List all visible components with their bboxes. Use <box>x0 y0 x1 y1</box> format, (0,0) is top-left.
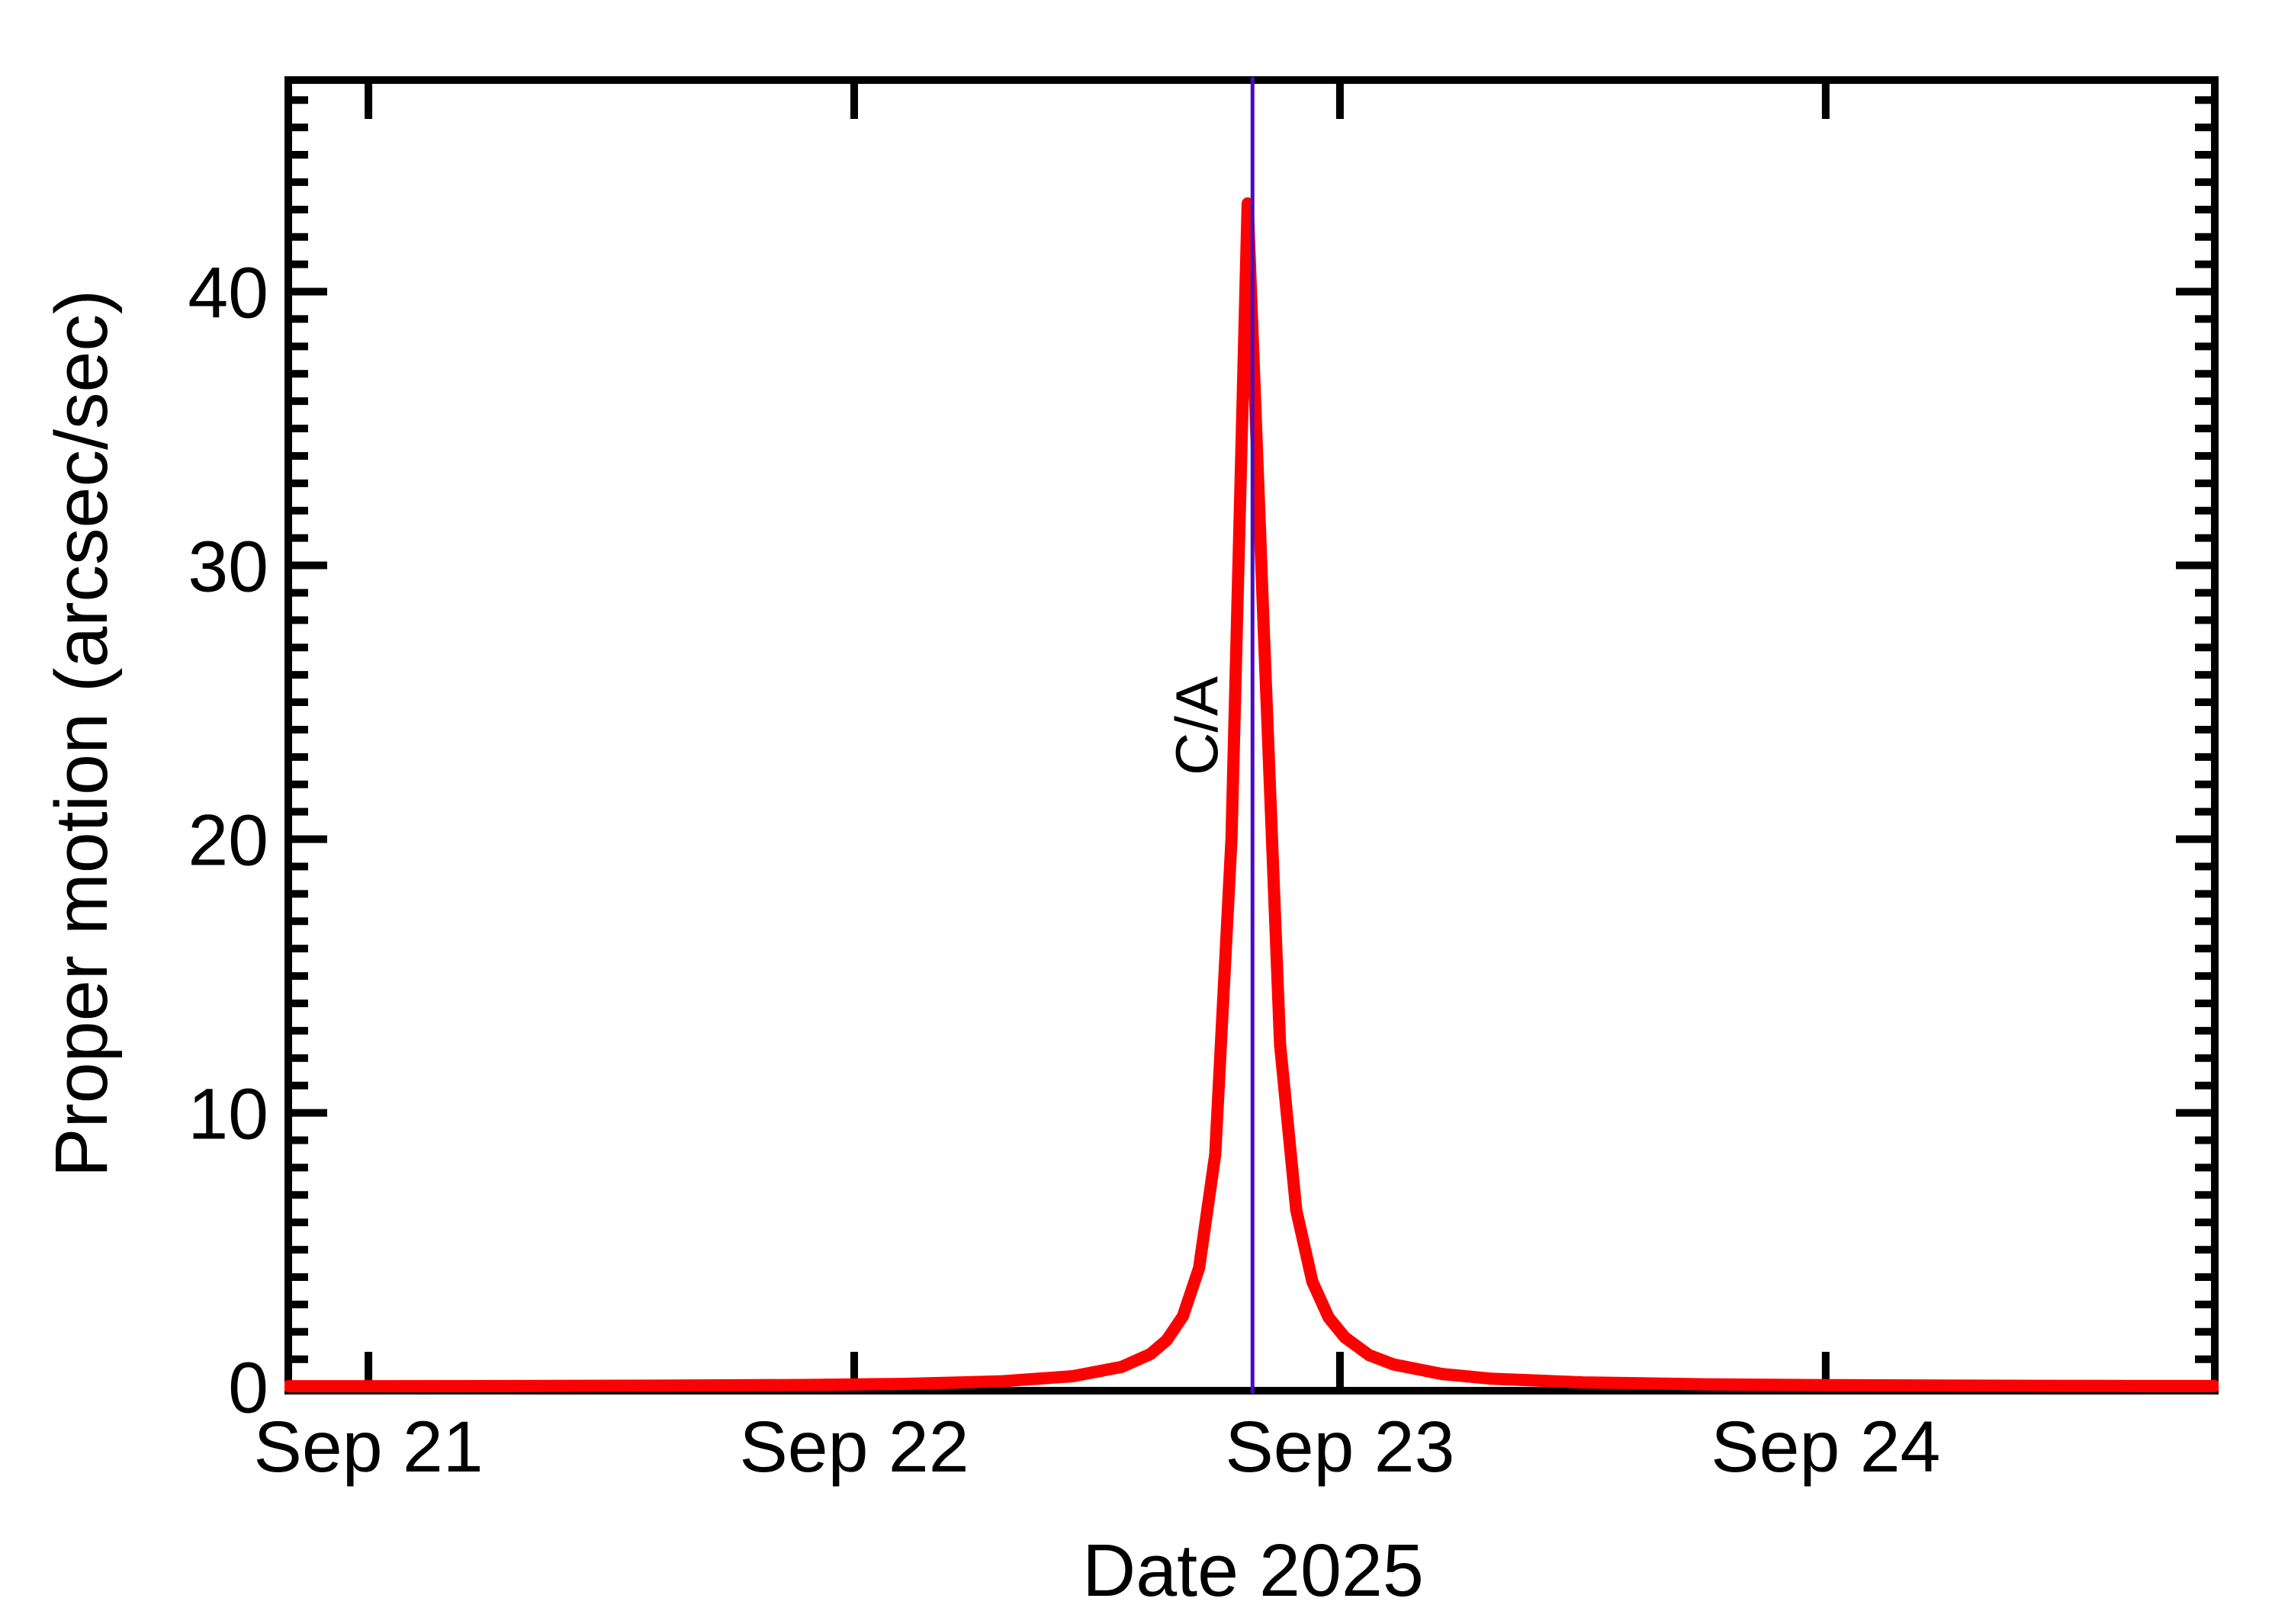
y-tick-label: 30 <box>188 527 268 608</box>
axes-layer: Sep 21 Sep 22 Sep 23 Sep 24 0 10 20 30 40 <box>188 76 2219 1488</box>
y-tick-label: 40 <box>188 253 268 334</box>
y-tick-label: 10 <box>188 1074 268 1155</box>
x-tick-label: Sep 22 <box>739 1407 969 1488</box>
x-axis-title: Date 2025 <box>1082 1529 1424 1612</box>
curve-layer <box>284 197 2219 1393</box>
proper-motion-curve <box>284 197 2219 1393</box>
y-axis-title: Proper motion (arcsec/sec) <box>40 290 123 1177</box>
x-tick-label: Sep 21 <box>254 1407 484 1488</box>
y-tick-label: 20 <box>188 801 268 881</box>
closest-approach-label: C/A <box>1163 676 1230 775</box>
x-tick-label: Sep 23 <box>1225 1407 1454 1488</box>
y-tick-label: 0 <box>228 1348 268 1429</box>
x-tick-label: Sep 24 <box>1711 1407 1940 1488</box>
